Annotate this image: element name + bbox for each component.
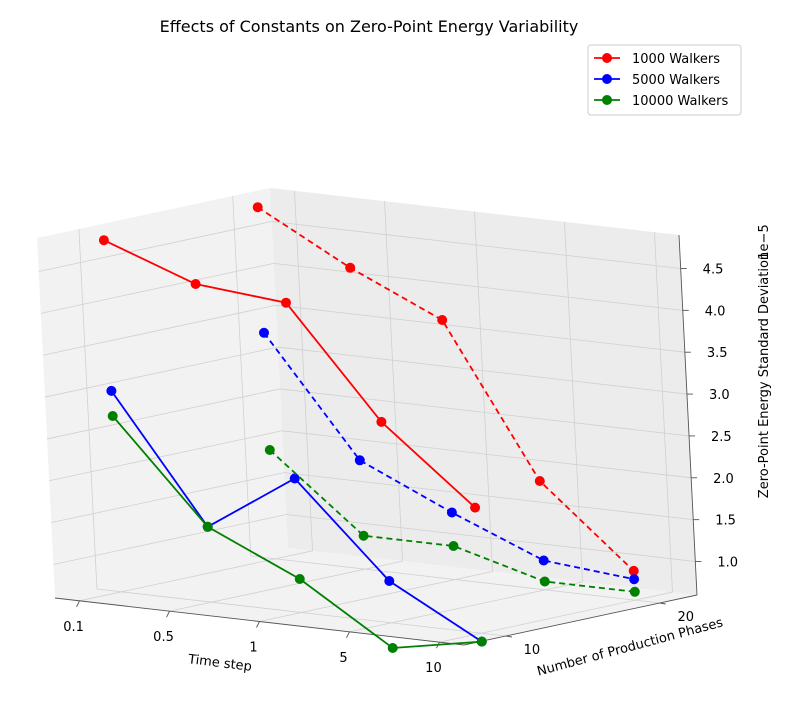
point-1000-walkers-10-1 bbox=[282, 298, 291, 307]
z-axis-offset-label: 1e−5 bbox=[757, 224, 772, 259]
y-tick-mark-1 bbox=[660, 603, 666, 604]
y-tick-mark-0 bbox=[506, 636, 512, 637]
point-1000-walkers-20-0.5 bbox=[346, 263, 355, 272]
x-axis-label: Time step bbox=[186, 652, 252, 675]
legend-label-1000-walkers: 1000 Walkers bbox=[632, 52, 720, 67]
legend-label-10000-walkers: 10000 Walkers bbox=[632, 94, 728, 109]
legend-marker-10000-walkers bbox=[603, 96, 612, 105]
point-10000-walkers-20-0.5 bbox=[359, 531, 368, 540]
point-1000-walkers-10-0.5 bbox=[191, 280, 200, 289]
x-tick-label-2: 1 bbox=[249, 641, 257, 656]
point-5000-walkers-20-5 bbox=[539, 556, 548, 565]
y-axis-label: Number of Production Phases bbox=[536, 615, 725, 679]
point-1000-walkers-20-5 bbox=[535, 477, 544, 486]
point-1000-walkers-10-0.1 bbox=[99, 236, 108, 245]
x-tick-mark-3 bbox=[346, 632, 349, 638]
point-10000-walkers-20-10 bbox=[630, 587, 639, 596]
x-tick-label-1: 0.5 bbox=[153, 630, 174, 645]
point-10000-walkers-10-1 bbox=[295, 575, 304, 584]
z-tick-label-5: 3.5 bbox=[707, 346, 728, 361]
point-5000-walkers-20-10 bbox=[630, 575, 639, 584]
point-1000-walkers-10-10 bbox=[471, 503, 480, 512]
z-tick-label-1: 1.5 bbox=[715, 514, 736, 529]
x-tick-label-3: 5 bbox=[339, 651, 347, 666]
point-10000-walkers-20-0.1 bbox=[265, 446, 274, 455]
point-5000-walkers-10-5 bbox=[385, 577, 394, 586]
point-5000-walkers-10-1 bbox=[290, 474, 299, 483]
x-tick-mark-1 bbox=[167, 611, 170, 617]
point-1000-walkers-20-0.1 bbox=[253, 203, 262, 212]
x-tick-mark-2 bbox=[257, 622, 260, 628]
chart-title: Effects of Constants on Zero-Point Energ… bbox=[160, 17, 579, 36]
point-10000-walkers-20-1 bbox=[449, 542, 458, 551]
point-10000-walkers-10-5 bbox=[388, 644, 397, 653]
z-tick-label-3: 2.5 bbox=[711, 430, 732, 445]
z-tick-label-0: 1.0 bbox=[717, 556, 738, 571]
point-1000-walkers-10-5 bbox=[377, 417, 386, 426]
z-axis-label: Zero-Point Energy Standard Deviation bbox=[757, 252, 772, 498]
y-tick-label-0: 10 bbox=[524, 643, 541, 658]
point-10000-walkers-20-5 bbox=[540, 577, 549, 586]
legend-label-5000-walkers: 5000 Walkers bbox=[632, 73, 720, 88]
point-5000-walkers-10-0.1 bbox=[107, 386, 116, 395]
point-10000-walkers-10-0.5 bbox=[203, 522, 212, 531]
axes-panes bbox=[37, 188, 697, 645]
point-10000-walkers-10-0.1 bbox=[108, 412, 117, 421]
z-tick-label-4: 3.0 bbox=[709, 388, 730, 403]
legend: 1000 Walkers 5000 Walkers 10000 Walkers bbox=[588, 45, 741, 115]
point-1000-walkers-20-10 bbox=[629, 566, 638, 575]
legend-marker-1000-walkers bbox=[603, 54, 612, 63]
point-5000-walkers-20-1 bbox=[447, 508, 456, 517]
z-tick-label-2: 2.0 bbox=[713, 472, 734, 487]
z-tick-label-6: 4.0 bbox=[705, 304, 726, 319]
point-10000-walkers-10-10 bbox=[477, 637, 486, 646]
x-tick-label-4: 10 bbox=[425, 661, 442, 676]
pane-left-wall bbox=[37, 188, 288, 598]
point-5000-walkers-20-0.1 bbox=[260, 328, 269, 337]
z-tick-label-7: 4.5 bbox=[703, 262, 724, 277]
point-1000-walkers-20-1 bbox=[438, 316, 447, 325]
x-tick-mark-0 bbox=[77, 601, 80, 607]
x-tick-label-0: 0.1 bbox=[63, 620, 84, 635]
legend-marker-5000-walkers bbox=[603, 75, 612, 84]
point-5000-walkers-20-0.5 bbox=[355, 456, 364, 465]
